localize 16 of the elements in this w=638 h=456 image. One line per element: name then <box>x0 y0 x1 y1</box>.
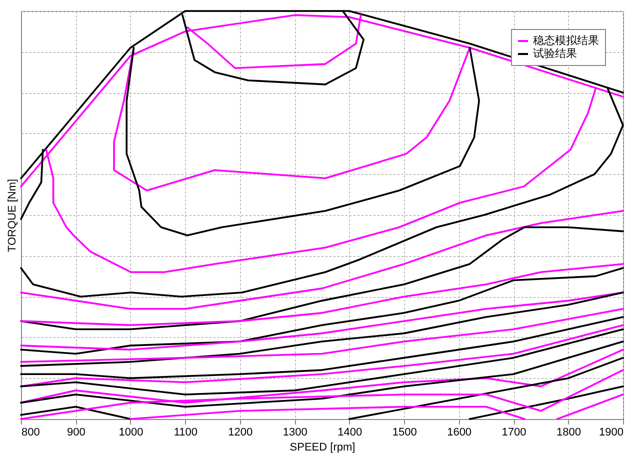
x-tick-label: 1100 <box>174 426 198 438</box>
x-tick-label: 1200 <box>228 426 253 438</box>
x-tick-label: 1500 <box>392 426 417 438</box>
x-tick-label: 1300 <box>282 426 308 438</box>
x-tick-label: 1400 <box>338 426 362 438</box>
x-tick-label: 1700 <box>502 426 526 438</box>
x-tick-label: 1600 <box>447 426 472 438</box>
legend-label: 稳态模拟结果 <box>533 34 599 47</box>
x-tick-label: 1800 <box>556 426 582 438</box>
legend-label: 试验结果 <box>533 47 577 60</box>
y-axis-title: TORQUE [Nm] <box>6 178 18 252</box>
x-tick-label: 800 <box>22 426 40 438</box>
x-tick-label: 900 <box>67 426 86 438</box>
x-tick-label: 1000 <box>118 426 144 438</box>
x-axis-title: SPEED [rpm] <box>290 442 356 454</box>
x-tick-label: 1900 <box>599 426 624 438</box>
